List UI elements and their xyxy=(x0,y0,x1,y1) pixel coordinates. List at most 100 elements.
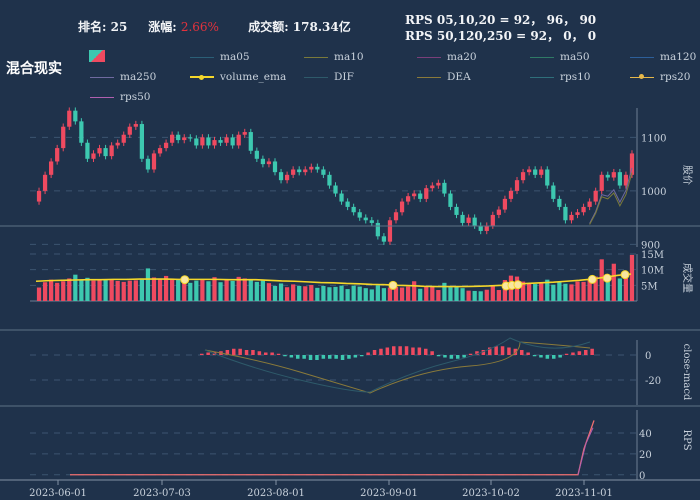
macd-histogram-bar xyxy=(545,355,550,359)
candle-body xyxy=(127,126,132,135)
candle-body xyxy=(605,174,610,178)
macd-histogram-bar xyxy=(308,355,313,360)
dif-line xyxy=(204,337,591,393)
legend-item-rps20[interactable]: rps20 xyxy=(630,71,691,83)
volume-bar xyxy=(369,289,374,301)
candle-body xyxy=(569,214,574,221)
candle-body xyxy=(182,137,187,141)
legend-item-DIF[interactable]: DIF xyxy=(304,71,354,83)
macd-histogram-bar xyxy=(366,352,370,355)
macd-histogram-bar xyxy=(564,353,569,355)
candle-body xyxy=(563,206,568,221)
volume-bar xyxy=(188,282,193,301)
candle-body xyxy=(587,201,592,207)
turnover-label: 成交额: xyxy=(248,20,293,34)
price-tick-label: 1100 xyxy=(641,133,666,144)
candle-body xyxy=(526,169,532,173)
volume-bar xyxy=(569,284,574,301)
macd-histogram-bar xyxy=(539,355,543,358)
candle-body xyxy=(502,198,508,210)
candle-body xyxy=(418,193,423,199)
volume-bar xyxy=(297,285,302,301)
macd-histogram-bar xyxy=(283,355,287,357)
candle-body xyxy=(133,124,138,127)
rank-label: 排名: xyxy=(78,20,111,34)
candle-body xyxy=(623,174,629,186)
candle-body xyxy=(599,174,604,191)
candle-body xyxy=(375,222,380,237)
volume-bar xyxy=(236,276,241,301)
macd-histogram-bar xyxy=(520,350,524,355)
volume-bar xyxy=(163,275,169,301)
macd-histogram-bar xyxy=(577,351,582,355)
chart-title: 混合现实 xyxy=(6,61,62,77)
candle-body xyxy=(55,148,60,162)
legend-item-rps50[interactable]: rps50 xyxy=(90,91,151,103)
candle-body xyxy=(260,158,266,165)
candle-body xyxy=(339,193,344,202)
volume-bar xyxy=(454,286,459,301)
volume-ema-marker xyxy=(513,280,523,290)
candle-body xyxy=(327,174,332,186)
x-tick-label: 2023-06-01 xyxy=(29,488,87,499)
macd-histogram-bar xyxy=(225,350,230,355)
volume-bar xyxy=(254,281,259,301)
legend-swatch-icon xyxy=(417,56,441,58)
volume-bar xyxy=(387,287,393,301)
candle-body xyxy=(508,190,514,199)
candle-body xyxy=(611,172,616,178)
volume-tick-label: 10M xyxy=(641,266,664,277)
volume-bar xyxy=(593,276,598,301)
volume-bar xyxy=(139,279,145,301)
candle-body xyxy=(520,172,526,181)
macd-histogram-bar xyxy=(296,355,300,359)
candle-body xyxy=(484,225,489,231)
macd-histogram-bar xyxy=(200,353,204,355)
volume-bar xyxy=(333,286,338,301)
legend-label: volume_ema xyxy=(220,71,287,83)
candle-legend-icon[interactable] xyxy=(89,50,105,62)
volume-bar xyxy=(315,287,320,301)
candle-body xyxy=(575,212,580,215)
candle-body xyxy=(79,121,84,143)
legend-item-volume-ema[interactable]: volume_ema xyxy=(190,71,286,83)
candle-body xyxy=(297,169,302,173)
candle-body xyxy=(85,142,90,159)
legend-swatch-icon xyxy=(530,76,554,78)
legend-item-ma50[interactable]: ma50 xyxy=(530,51,590,63)
candle-body xyxy=(97,148,102,154)
legend-item-ma250[interactable]: ma250 xyxy=(90,71,156,83)
candle-body xyxy=(345,201,350,207)
legend-item-ma20[interactable]: ma20 xyxy=(417,51,477,63)
candle-body xyxy=(551,185,556,199)
candle-body xyxy=(188,137,193,139)
legend-item-DEA[interactable]: DEA xyxy=(417,71,471,83)
candle-body xyxy=(61,126,66,149)
rps-line-2: RPS 50,120,250 = 92， 0， 0 xyxy=(405,29,597,43)
volume-bar xyxy=(399,287,405,301)
candle-body xyxy=(157,148,163,154)
macd-histogram-bar xyxy=(507,347,511,355)
volume-ema-marker xyxy=(602,273,612,283)
macd-histogram-bar xyxy=(372,350,377,355)
volume-bar xyxy=(272,285,278,301)
candle-body xyxy=(73,110,78,122)
volume-bar xyxy=(260,280,266,301)
legend-item-ma05[interactable]: ma05 xyxy=(190,51,250,63)
legend-item-rps10[interactable]: rps10 xyxy=(530,71,591,83)
volume-bar xyxy=(200,279,205,301)
volume-bar xyxy=(351,285,356,301)
macd-histogram-bar xyxy=(264,352,268,355)
macd-histogram-bar xyxy=(468,353,473,355)
candle-body xyxy=(581,206,586,213)
legend-label: ma50 xyxy=(560,51,590,63)
macd-histogram-bar xyxy=(398,346,402,355)
volume-bar xyxy=(629,254,635,301)
candle-body xyxy=(405,196,411,202)
volume-bar xyxy=(79,280,84,301)
legend-item-ma10[interactable]: ma10 xyxy=(304,51,364,63)
candle-body xyxy=(109,145,114,157)
dea-line xyxy=(204,341,591,394)
candle-body xyxy=(539,169,544,175)
legend-item-ma120[interactable]: ma120 xyxy=(630,51,696,63)
